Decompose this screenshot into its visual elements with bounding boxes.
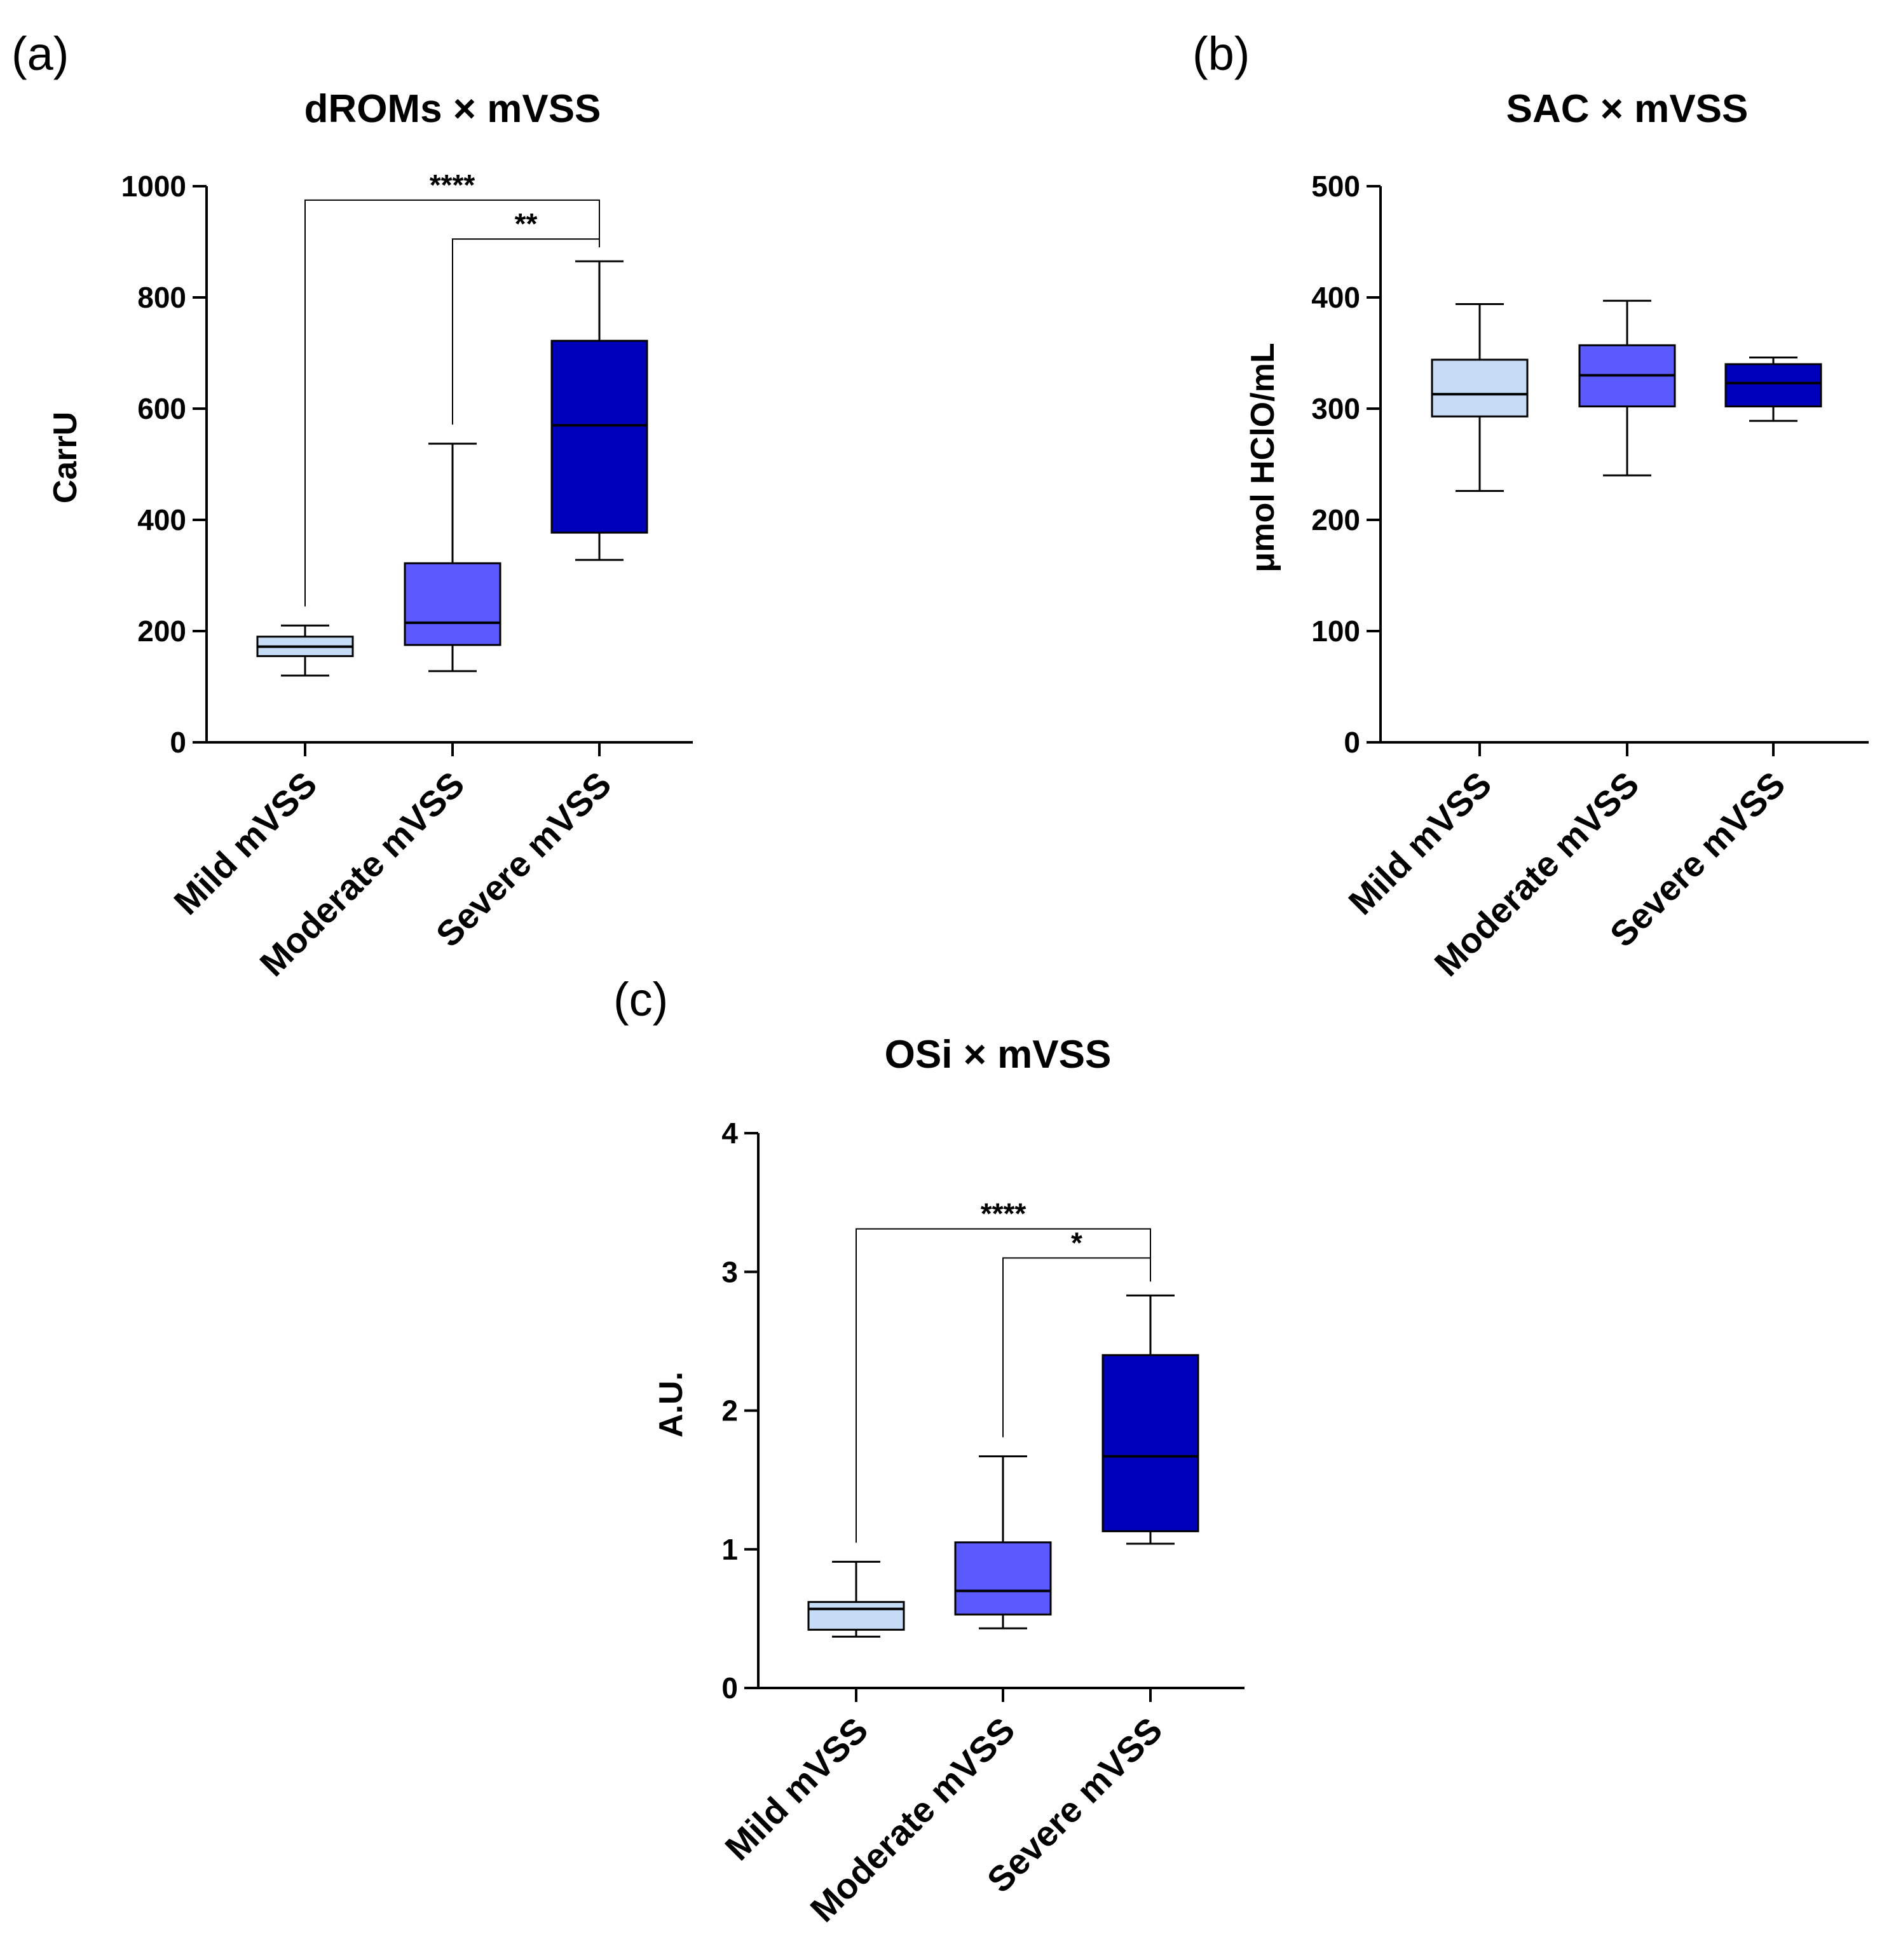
panel-c-y-tick-label: 4 — [721, 1117, 738, 1150]
panel-c-y-tick-label: 2 — [721, 1394, 738, 1427]
panel-a-box-2 — [550, 339, 648, 534]
panel-c-significance-label: * — [1071, 1226, 1082, 1259]
panel-c-y-axis-label: A.U. — [653, 1371, 690, 1438]
panel-a-significance-label: **** — [430, 168, 475, 201]
panel-a-y-tick-label: 200 — [137, 615, 186, 648]
panel-a-label: (a) — [11, 27, 69, 80]
panel-c-label: (c) — [613, 973, 668, 1026]
panel-b-y-tick-label: 100 — [1311, 615, 1360, 648]
panel-b-y-tick-label: 500 — [1311, 170, 1360, 203]
panel-c-box-1 — [954, 1541, 1052, 1616]
panel-a-box-1 — [404, 562, 501, 646]
panel-a-y-tick-label: 1000 — [121, 170, 186, 203]
panel-a-y-tick-label: 800 — [137, 281, 186, 314]
panel-b-box-2 — [1724, 363, 1822, 407]
panel-c-category-label: Mild mVSS — [717, 1710, 875, 1868]
panel-a-y-tick-label: 600 — [137, 392, 186, 425]
panel-c-significance-label: **** — [981, 1197, 1026, 1230]
panel-a: (a) dROMs × mVSS CarrU 0 200 400 600 800 1000… — [11, 27, 693, 984]
panel-a-y-axis-label: CarrU — [47, 412, 84, 504]
panel-b-label: (b) — [1192, 27, 1250, 80]
panel-b-y-tick-label: 200 — [1311, 503, 1360, 536]
panel-c-title: OSi × mVSS — [885, 1033, 1112, 1077]
panel-b: (b) SAC × mVSS μmol HClO/mL 0 100 200 300 40… — [1192, 27, 1869, 984]
panel-a-significance-bracket — [304, 199, 600, 607]
panel-a-y-tick-label: 0 — [170, 726, 186, 759]
panel-b-category-label: Mild mVSS — [1340, 764, 1499, 922]
panel-a-y-tick-label: 400 — [137, 503, 186, 536]
panel-b-y-tick-label: 400 — [1311, 281, 1360, 314]
panel-c-y-tick-label: 0 — [721, 1671, 738, 1705]
panel-c-box-0 — [807, 1601, 905, 1631]
panel-a-significance-label: ** — [515, 207, 538, 240]
panel-b-y-tick-label: 0 — [1344, 726, 1360, 759]
panel-c-y-tick-label: 1 — [721, 1533, 738, 1566]
panel-b-y-tick-label: 300 — [1311, 392, 1360, 425]
panel-b-y-axis-label: μmol HClO/mL — [1245, 343, 1281, 572]
panel-a-title: dROMs × mVSS — [304, 87, 601, 131]
panel-c-significance-bracket — [1002, 1257, 1151, 1438]
panel-a-category-label: Mild mVSS — [166, 764, 324, 922]
panel-c-y-tick-label: 3 — [721, 1255, 738, 1288]
panel-b-title: SAC × mVSS — [1506, 87, 1749, 131]
panel-b-box-0 — [1431, 358, 1529, 418]
panel-c-significance-bracket — [856, 1228, 1151, 1543]
panel-a-significance-bracket — [452, 238, 600, 425]
panel-c-box-2 — [1101, 1354, 1199, 1532]
